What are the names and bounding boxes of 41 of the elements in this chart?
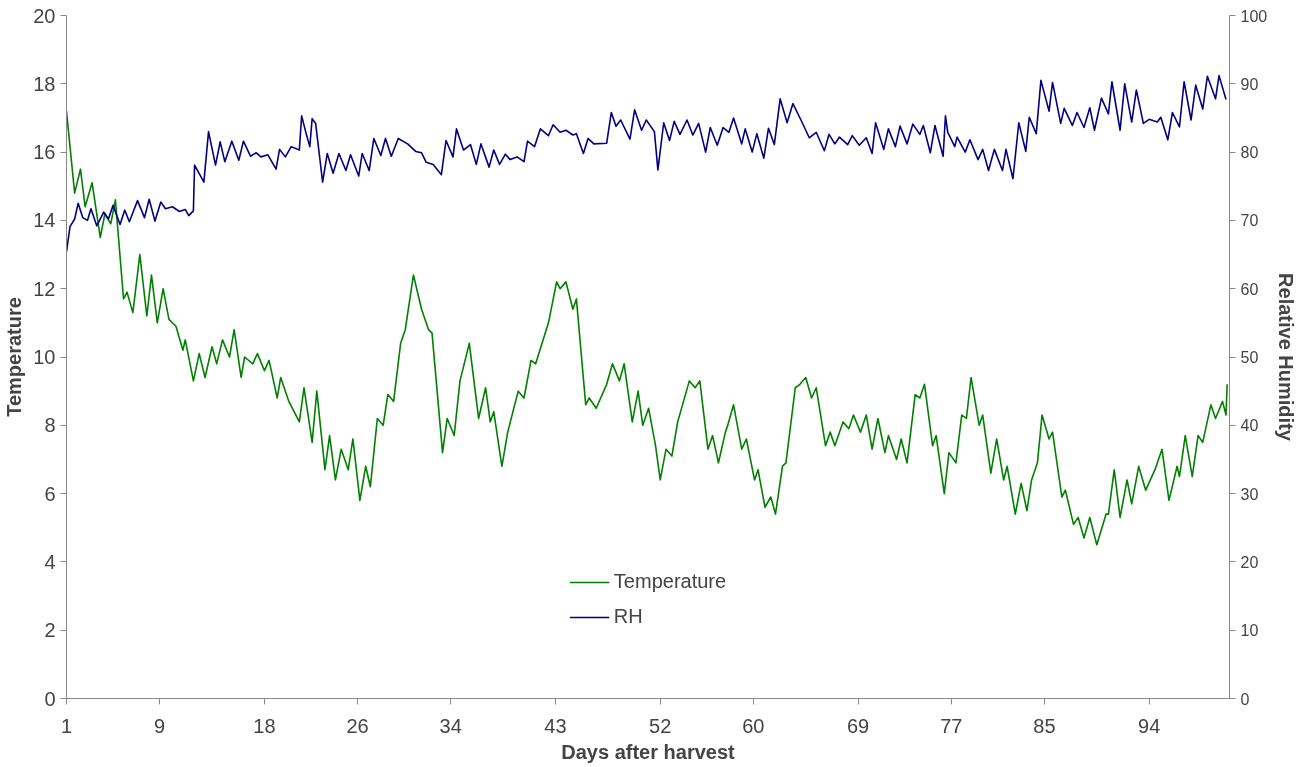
x-tick-label: 94 [1138,714,1161,737]
y2-tick-label: 50 [1240,349,1259,366]
y2-tick-label: 30 [1240,485,1259,503]
y-tick-label: 16 [33,141,56,164]
legend-label: Temperature [613,570,727,593]
y2-tick-label: 60 [1240,280,1259,298]
y-axis-title: Temperature [3,297,26,417]
line-series [66,74,1227,253]
y2-tick-label: 40 [1240,417,1259,435]
x-tick-label: 69 [847,714,870,737]
x-tick-label: 34 [439,714,462,737]
y-tick-label: 8 [44,414,56,437]
x-tick-label: 52 [649,714,672,737]
line-series [66,110,1228,546]
x-tick-label: 85 [1033,714,1056,737]
y-tick-label: 10 [33,346,56,368]
y2-tick-label: 90 [1240,75,1259,93]
x-tick-label: 43 [544,714,567,737]
y-tick-label: 6 [44,482,56,505]
y-tick-label: 20 [33,4,56,27]
legend-label: RH [613,605,643,628]
x-axis-title: Days after harvest [561,740,736,763]
x-tick-label: 1 [60,714,73,737]
x-tick-label: 60 [742,714,765,737]
y2-tick-label: 80 [1240,144,1259,162]
y-tick-label: 18 [33,72,56,95]
y2-tick-label: 100 [1240,7,1268,25]
x-tick-label: 26 [346,714,369,737]
y-tick-label: 12 [33,277,56,300]
y2-axis-title: Relative Humidity [1275,273,1298,442]
x-tick-label: 77 [940,714,963,737]
y-tick-label: 2 [44,619,56,642]
y-tick-label: 4 [44,550,56,573]
x-tick-label: 18 [253,714,276,737]
y2-tick-label: 0 [1240,690,1250,708]
y-tick-label: 0 [44,687,56,710]
y2-tick-label: 20 [1240,553,1259,571]
y2-tick-label: 10 [1240,622,1259,640]
y2-tick-label: 70 [1240,212,1259,230]
x-tick-label: 9 [154,714,166,737]
y-tick-label: 14 [33,209,56,232]
